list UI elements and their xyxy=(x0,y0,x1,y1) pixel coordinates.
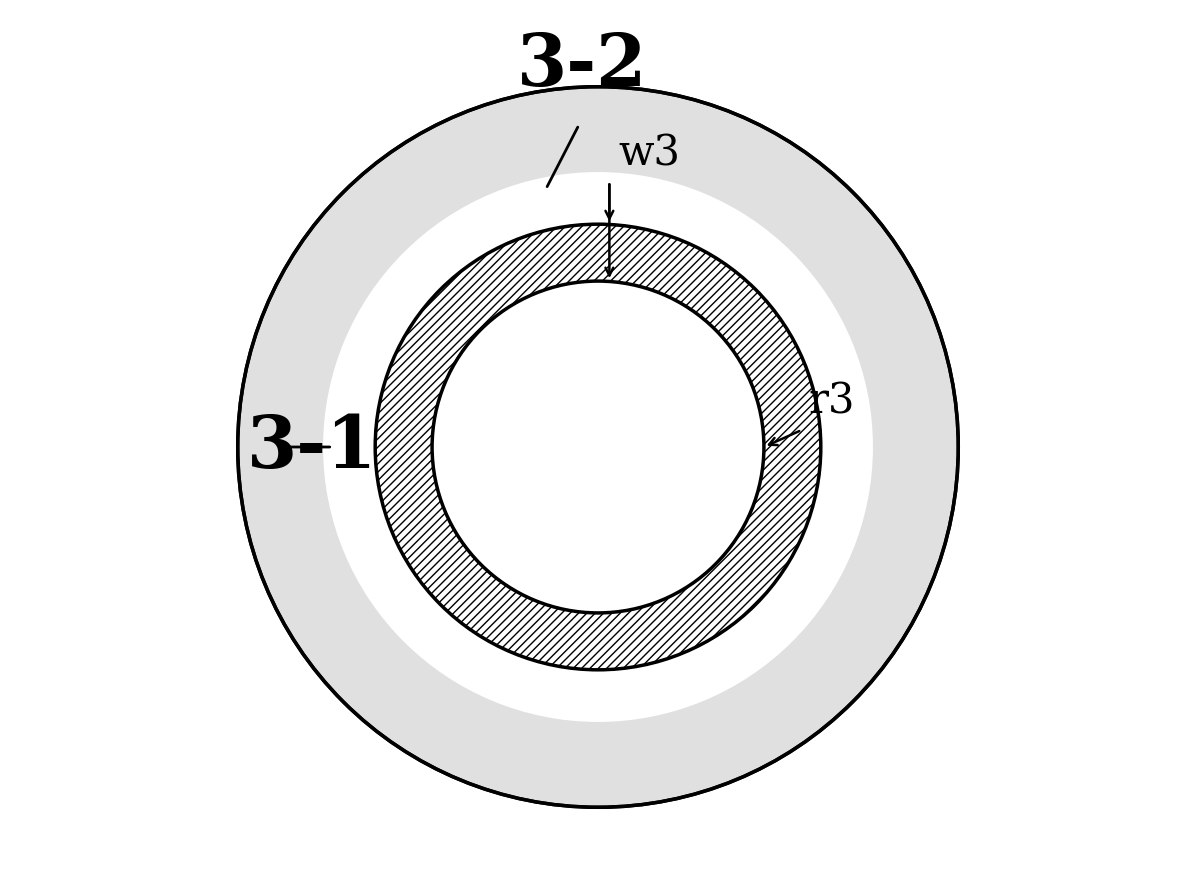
Circle shape xyxy=(376,224,820,670)
Circle shape xyxy=(323,172,873,722)
Text: 3-1: 3-1 xyxy=(248,411,378,483)
Text: 3-2: 3-2 xyxy=(518,30,648,101)
Circle shape xyxy=(238,87,958,807)
Text: w3: w3 xyxy=(618,133,681,175)
Circle shape xyxy=(432,281,764,613)
Text: r3: r3 xyxy=(808,380,855,422)
